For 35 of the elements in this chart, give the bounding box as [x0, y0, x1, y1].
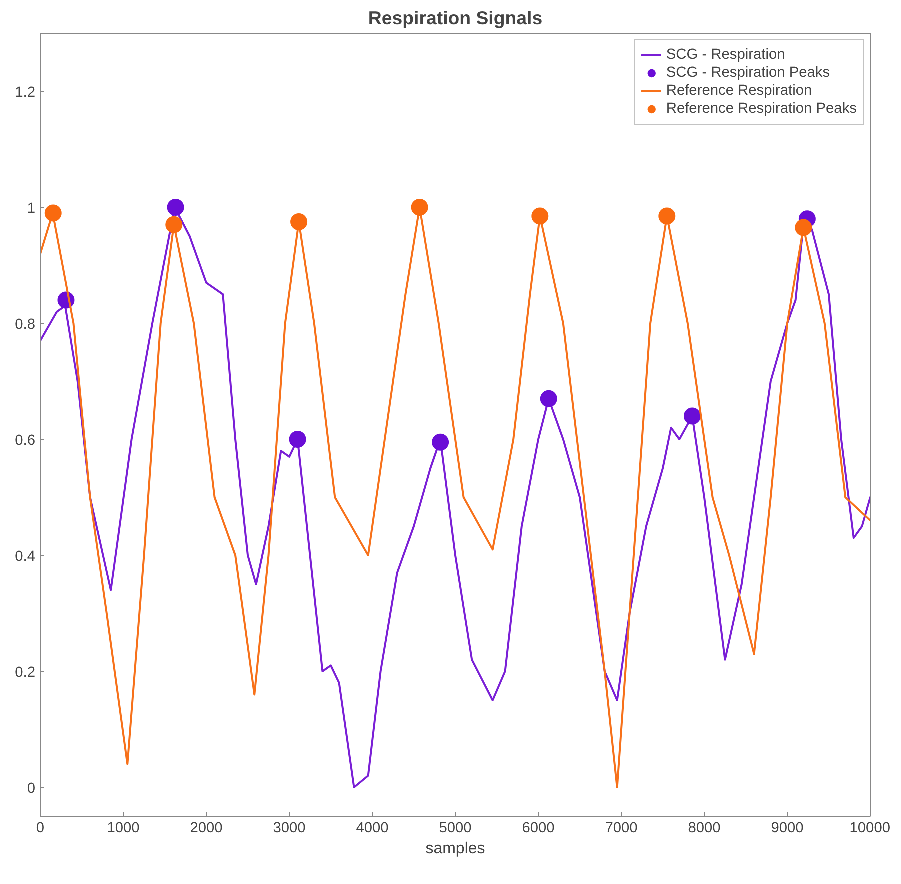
x-tick-label: 2000 [190, 820, 223, 836]
x-axis-title: samples [426, 840, 486, 858]
point [289, 431, 306, 448]
legend-label: SCG - Respiration Peaks [666, 64, 830, 82]
point [532, 208, 549, 225]
x-tick-label: 1000 [107, 820, 140, 836]
x-tick-label: 8000 [688, 820, 721, 836]
x-tick-label: 9000 [771, 820, 804, 836]
y-tick-label: 0 [27, 781, 36, 797]
legend-label: SCG - Respiration [666, 46, 786, 64]
x-tick-label: 4000 [356, 820, 389, 836]
chart-title: Respiration Signals [368, 8, 543, 28]
point [684, 408, 701, 425]
x-tick-label: 10000 [850, 820, 891, 836]
x-tick-label: 3000 [273, 820, 306, 836]
point [540, 390, 558, 408]
point [44, 204, 62, 222]
point [795, 219, 812, 236]
y-tick-label: 0.4 [15, 549, 36, 565]
x-tick-label: 6000 [522, 820, 555, 836]
y-tick-label: 0.8 [15, 317, 36, 333]
y-tick-label: 1 [27, 201, 36, 217]
x-tick-label: 7000 [605, 820, 638, 836]
legend-label: Reference Respiration [666, 82, 812, 100]
legend-label: Reference Respiration Peaks [666, 100, 857, 118]
y-tick-label: 1.2 [15, 85, 36, 101]
y-tick-label: 0.6 [15, 433, 36, 449]
point [432, 434, 450, 451]
point [411, 199, 428, 216]
y-tick-label: 0.2 [15, 665, 36, 681]
point [290, 214, 308, 230]
point [166, 216, 183, 234]
point [658, 208, 676, 225]
x-tick-label: 5000 [439, 820, 472, 836]
point [167, 199, 184, 216]
